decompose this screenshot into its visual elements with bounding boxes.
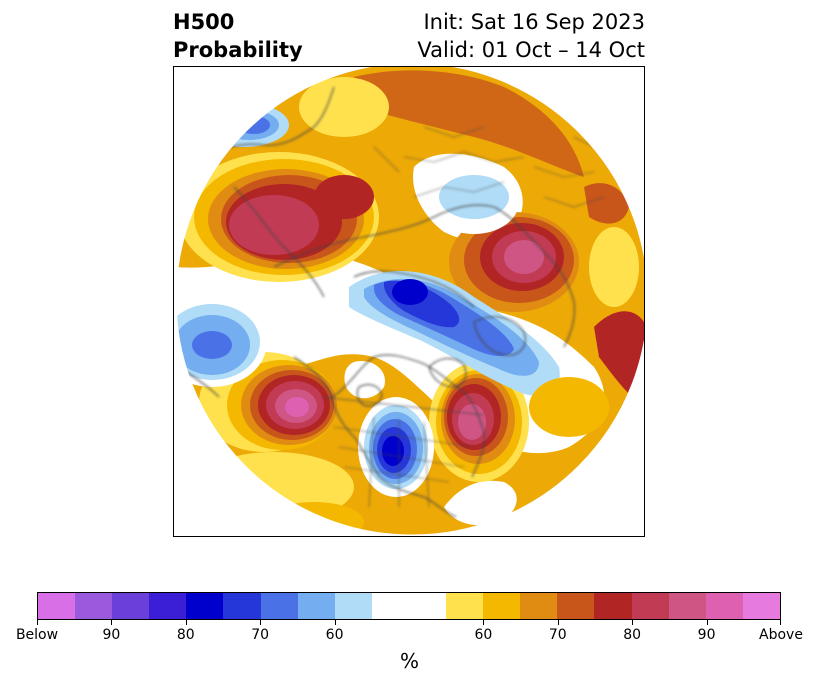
colorbar-tick-label: 70	[251, 627, 270, 643]
colorbar-below-8	[297, 593, 335, 619]
colorbar-tickmark	[260, 620, 262, 625]
colorbar-above-2	[483, 593, 521, 619]
colorbar-below-1	[38, 593, 76, 619]
coastlines-and-borders	[178, 86, 605, 518]
colorbar-above-1	[446, 593, 484, 619]
colorbar-above-8	[705, 593, 743, 619]
coastline-canada-arctic	[331, 354, 485, 478]
plot-title: H500 Probability	[173, 8, 303, 64]
anomaly-europe-north	[354, 70, 644, 407]
coastline-east-asia	[233, 186, 325, 298]
colorbar-tick-label: 80	[623, 627, 642, 643]
colorbar-tickmark	[185, 620, 187, 625]
colorbar-above-4	[557, 593, 595, 619]
coastline-scandinavia	[493, 206, 576, 348]
asia-borders	[373, 126, 525, 198]
colorbar-tick-label: 90	[102, 627, 121, 643]
coastline-north-america-west	[293, 356, 457, 518]
colorbar-tick-label: 90	[697, 627, 716, 643]
map-disk-edge	[175, 67, 644, 536]
probability-field	[176, 67, 644, 535]
colorbar-above-5	[594, 593, 632, 619]
anomaly-central-us	[358, 397, 434, 497]
colorbar-neutral	[371, 593, 447, 619]
colorbar-below-4	[149, 593, 187, 619]
neutral-atlantic	[444, 480, 517, 526]
us-state-borders	[333, 416, 475, 508]
anomaly-east-siberia	[179, 152, 379, 282]
anomaly-scandinavia	[449, 212, 579, 312]
colorbar-tick-label: 60	[474, 627, 493, 643]
neutral-hudson	[344, 361, 385, 399]
valid-period: Valid: 01 Oct – 14 Oct	[417, 38, 645, 62]
colorbar-tick-label: 80	[176, 627, 195, 643]
colorbar	[37, 592, 781, 620]
colorbar-below-3	[112, 593, 150, 619]
anomaly-aleutian-blue	[199, 103, 289, 147]
colorbar-tick-label: Below	[15, 627, 59, 643]
anomaly-west-siberia	[429, 170, 519, 234]
colorbar-below-5	[186, 593, 224, 619]
colorbar-tickmark	[706, 620, 708, 625]
coastline-russia-north	[273, 204, 495, 268]
colorbar-tickmark	[780, 620, 781, 625]
colorbar-unit-label: %	[399, 649, 419, 673]
coastline-arctic-islands	[428, 357, 467, 388]
colorbar-below-2	[75, 593, 113, 619]
colorbar-tick-label: 70	[548, 627, 567, 643]
coastline-siberia-arctic	[353, 270, 475, 308]
colorbar-tick-label: 60	[325, 627, 344, 643]
title-line1: H500	[173, 10, 235, 34]
colorbar-below-6	[223, 593, 261, 619]
colorbar-tickmark	[334, 620, 336, 625]
colorbar-ticks: Below 90 80 70 60 60 70 80 90 Above	[16, 620, 803, 644]
colorbar-below-7	[260, 593, 298, 619]
colorbar-above-3	[520, 593, 558, 619]
colorbar-above-6	[631, 593, 669, 619]
map-svg	[175, 67, 644, 536]
coastline-kamchatka	[203, 86, 335, 158]
map-panel	[173, 66, 645, 537]
init-time: Init: Sat 16 Sep 2023	[423, 10, 645, 34]
run-info: Init: Sat 16 Sep 2023 Valid: 01 Oct – 14…	[417, 8, 645, 64]
colorbar-tickmark	[111, 620, 113, 625]
colorbar-tick-label: Above	[759, 627, 803, 643]
colorbar-below-9	[334, 593, 372, 619]
title-line2: Probability	[173, 38, 303, 62]
coastline-greenland	[473, 316, 526, 356]
us-canada-border	[321, 396, 485, 416]
anomaly-northeast-canada	[429, 362, 529, 482]
colorbar-tickmark	[483, 620, 485, 625]
colorbar-tickmark	[632, 620, 634, 625]
colorbar-above-9	[742, 593, 780, 619]
colorbar-tickmark	[37, 620, 38, 625]
colorbar-tickmark	[557, 620, 559, 625]
colorbar-above-7	[668, 593, 706, 619]
coastline-hudson-bay	[356, 384, 383, 407]
